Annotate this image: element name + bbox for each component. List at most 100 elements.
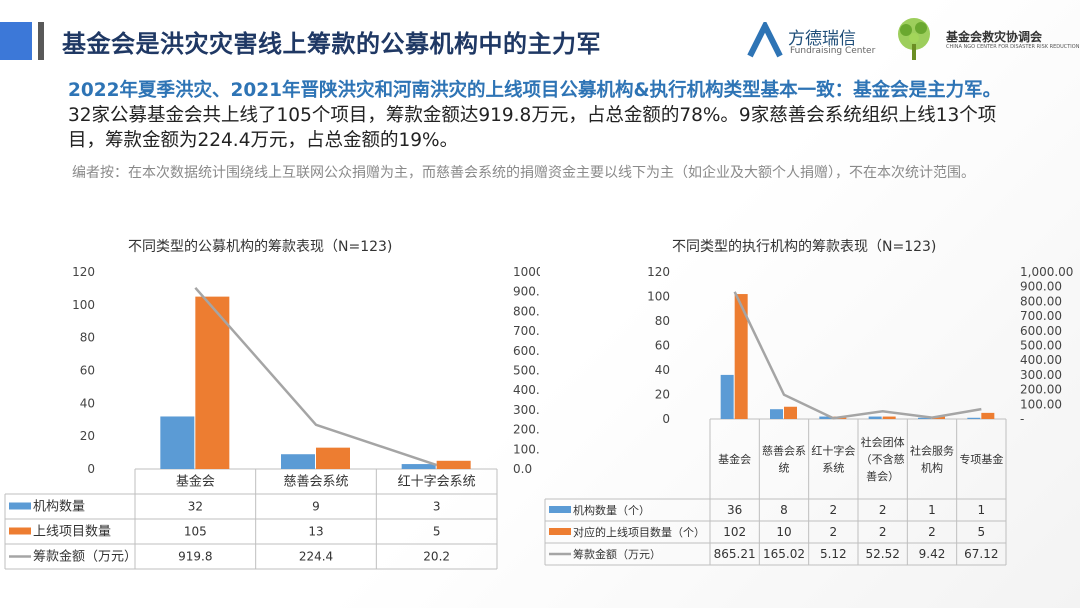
category-label: 社会服务机构 (910, 444, 954, 475)
y-tick-label: 20 (80, 429, 95, 443)
bar-projects (882, 416, 896, 419)
y-tick-label: 20 (655, 388, 670, 402)
category-label: 基金会 (176, 474, 215, 490)
category-label-line: 统 (779, 462, 790, 475)
y-tick-label: 120 (72, 265, 95, 279)
chart1-title: 不同类型的公募机构的筹款表现（N=123) (128, 239, 393, 255)
table-cell: 224.4 (299, 550, 333, 564)
category-label: 红十字会系统 (398, 474, 476, 490)
bar-count (401, 464, 436, 469)
table-cell: 165.02 (763, 547, 805, 561)
y-tick-label: 120 (647, 265, 670, 279)
table-cell: 32 (188, 500, 203, 514)
bar-count (720, 374, 734, 419)
lead-rest: 32家公募基金会共上线了105个项目，筹款金额达919.8万元，占总金额的78%… (68, 105, 997, 151)
y-tick-label: 100 (72, 298, 95, 312)
table-cell: 2 (879, 503, 887, 517)
table-cell: 20.2 (423, 550, 450, 564)
fundraising-center-logo-icon (747, 19, 783, 58)
chart2-title: 不同类型的执行机构的筹款表现（N=123) (672, 239, 937, 255)
bar-count (918, 417, 931, 419)
bar-count (868, 416, 882, 419)
table-cell: 2 (830, 525, 838, 539)
y2-tick-label: 800.0 (513, 304, 540, 318)
legend-label: 筹款金额（万元） (573, 547, 661, 561)
category-label-line: 红十字会系统 (398, 474, 476, 490)
cndrr-logo: 基金会救灾协调会 CHINA NGO CENTER FOR DISASTER R… (888, 16, 1079, 64)
bar-count (160, 416, 195, 469)
y2-tick-label: 300.0 (513, 403, 540, 417)
y2-tick-label: 600.00 (1020, 324, 1062, 338)
bar-count (967, 417, 981, 419)
bar-projects (316, 447, 350, 469)
chart1-svg: 0 20 40 60 80 100 120 0.0 100.0 200.0 300.0 400.0 50… (4, 265, 540, 570)
table-cell: 2 (879, 525, 887, 539)
table-cell: 10 (776, 525, 791, 539)
legend-label: 对应的上线项目数量（个） (573, 525, 705, 539)
y2-tick-label: 500.00 (1020, 339, 1062, 353)
legend-label: 筹款金额（万元） (33, 549, 137, 565)
category-label: 红十字会系统 (811, 444, 855, 475)
y-tick-label: 0 (87, 462, 95, 476)
bar-count (770, 409, 783, 419)
y2-tick-label: 1,000.00 (1020, 265, 1073, 279)
y2-tick-label: 400.0 (513, 383, 540, 397)
table-cell: 52.52 (865, 547, 899, 561)
y2-tick-label: 100.0 (513, 442, 540, 456)
table-cell: 36 (727, 503, 742, 517)
category-label: 社会团体 （不含慈善会） (861, 435, 905, 483)
category-label: 基金会 (718, 452, 751, 466)
table-cell: 919.8 (178, 550, 212, 564)
chart2-svg: 0 20 40 60 80 100 120 -100.00200.00300.00400.00… (544, 265, 1073, 566)
y-tick-label: 100 (647, 290, 670, 304)
table-cell: 2 (830, 503, 838, 517)
table-cell: 8 (780, 503, 788, 517)
table-cell: 5.12 (820, 547, 847, 561)
table-cell: 5 (433, 525, 441, 539)
table-cell: 3 (433, 500, 441, 514)
legend-key (549, 506, 571, 513)
y-tick-label: 80 (655, 314, 670, 328)
header-accent-bar-dark (38, 22, 44, 60)
y2-tick-label: 300.00 (1020, 368, 1062, 382)
category-label-line: 红十字会 (811, 444, 855, 458)
table-cell: 9.42 (919, 547, 946, 561)
bar-projects (734, 294, 748, 419)
table-cell: 13 (308, 525, 323, 539)
y-tick-label: 0 (662, 412, 670, 426)
editor-note: 编者按：在本次数据统计围绕线上互联网公众捐赠为主，而慈善会系统的捐赠资金主要以线… (72, 165, 975, 181)
bar-projects (932, 416, 945, 419)
y2-tick-label: 900.0 (513, 285, 540, 299)
y-tick-label: 40 (80, 396, 95, 410)
category-label-line: （不含慈 (861, 452, 905, 466)
page-title: 基金会是洪灾灾害线上筹款的公募机构中的主力军 (62, 30, 601, 58)
table-cell: 9 (312, 500, 320, 514)
category-label-line: 社会服务 (910, 444, 954, 458)
bar-projects (981, 412, 995, 419)
y-tick-label: 40 (655, 363, 670, 377)
y-tick-label: 80 (80, 331, 95, 345)
y2-tick-label: 700.0 (513, 324, 540, 338)
table-cell: 67.12 (964, 547, 998, 561)
legend-key (549, 528, 571, 535)
fundraising-center-logo: 方德瑞信 Fundraising Center (746, 19, 886, 62)
category-label-line: 慈善会系统 (283, 474, 348, 490)
y2-tick-label: 500.0 (513, 364, 540, 378)
category-label-line: 基金会 (176, 474, 215, 490)
category-label: 慈善会系统 (762, 444, 806, 475)
table-cell: 5 (978, 525, 986, 539)
y2-tick-label: 600.0 (513, 344, 540, 358)
table-cell: 1 (978, 503, 986, 517)
legend-key (9, 527, 31, 535)
table-cell: 2 (928, 525, 936, 539)
bar-count (281, 454, 315, 469)
table-cell: 1 (928, 503, 936, 517)
tree-logo-icon (898, 18, 930, 60)
legend-label: 上线项目数量 (33, 525, 111, 540)
bar-projects (784, 406, 797, 419)
table-cell: 105 (184, 525, 207, 539)
line-amount (194, 286, 438, 467)
table-cell: 865.21 (714, 547, 756, 561)
category-label-line: 基金会 (718, 452, 751, 466)
